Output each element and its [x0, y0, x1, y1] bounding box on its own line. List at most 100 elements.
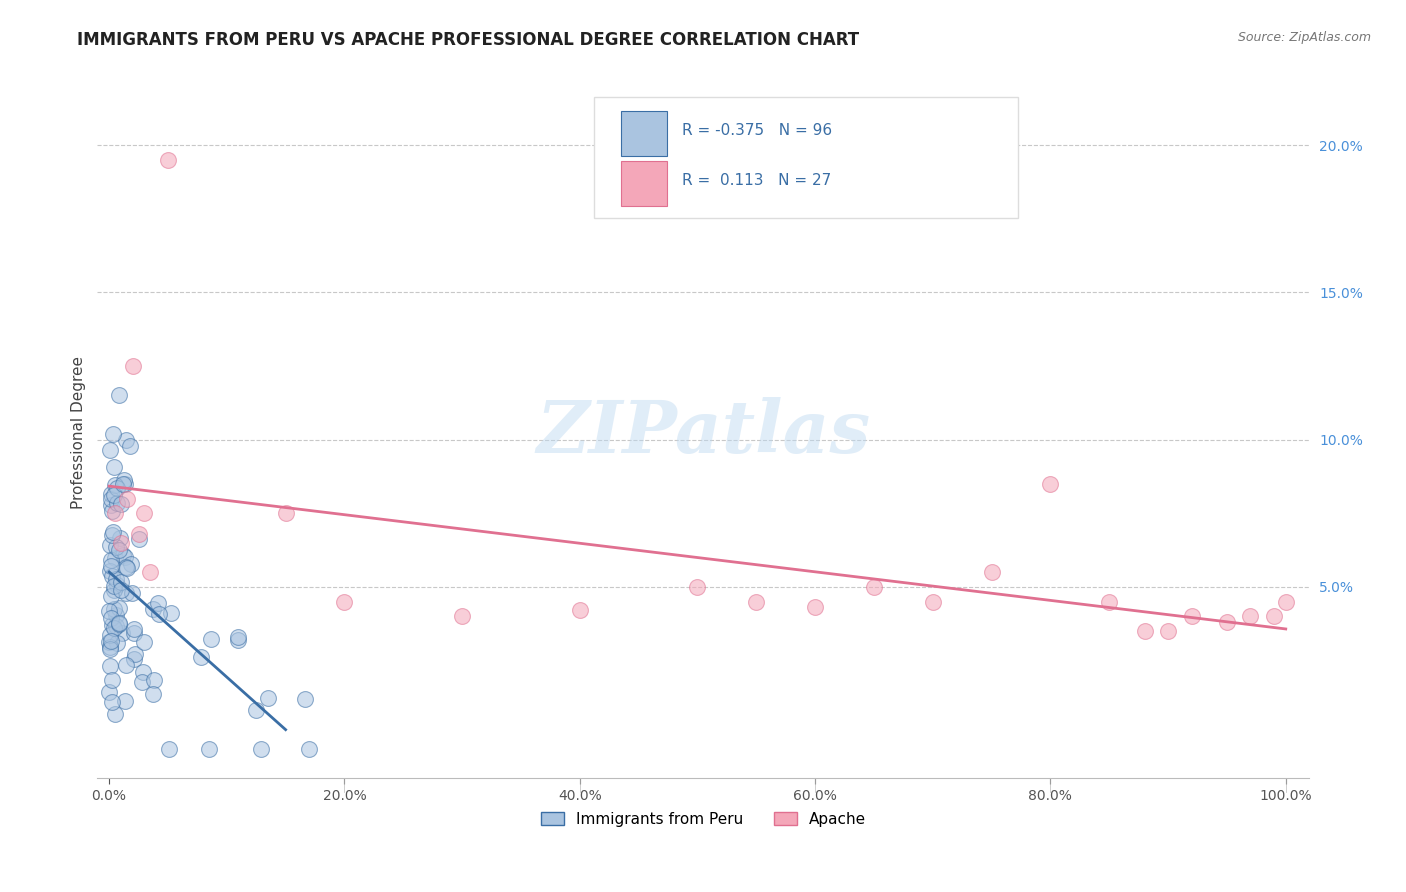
Point [226, 630, 249, 644]
Point [104, 550, 127, 565]
Point [121, 359, 143, 373]
Point [124, 647, 146, 661]
Point [101, 503, 124, 517]
Point [103, 582, 125, 597]
Point [686, 580, 709, 594]
Point [128, 527, 150, 541]
Point [100, 487, 122, 501]
Point [274, 506, 297, 520]
Point [105, 496, 128, 510]
Point [98, 641, 121, 656]
Point [256, 690, 278, 705]
Point [101, 673, 124, 688]
Point [110, 497, 132, 511]
Point [101, 617, 124, 632]
Point [1216, 615, 1239, 630]
Point [98, 538, 121, 552]
Point [112, 476, 135, 491]
Point [863, 580, 886, 594]
Point [98, 640, 121, 654]
Point [100, 559, 122, 574]
Point [249, 741, 271, 756]
FancyBboxPatch shape [595, 96, 1018, 218]
Point [131, 674, 153, 689]
Point [921, 594, 943, 608]
Point [101, 426, 124, 441]
Point [105, 540, 128, 554]
Point [115, 561, 138, 575]
Point [112, 473, 135, 487]
Point [142, 673, 165, 688]
Point [568, 603, 591, 617]
Point [160, 607, 183, 621]
Point [98, 564, 121, 578]
Point [1133, 624, 1156, 638]
Point [1263, 609, 1285, 624]
Point [105, 481, 128, 495]
Point [148, 607, 170, 622]
Point [104, 478, 127, 492]
Point [451, 609, 474, 624]
Point [107, 542, 129, 557]
Point [114, 550, 136, 565]
Bar [621, 111, 666, 155]
Point [122, 626, 145, 640]
Point [142, 687, 165, 701]
Point [115, 491, 138, 506]
Point [108, 601, 131, 615]
Text: IMMIGRANTS FROM PERU VS APACHE PROFESSIONAL DEGREE CORRELATION CHART: IMMIGRANTS FROM PERU VS APACHE PROFESSIO… [77, 31, 859, 49]
Point [98, 659, 121, 673]
Point [1239, 609, 1261, 624]
Point [98, 635, 121, 649]
Point [101, 525, 124, 540]
Point [105, 572, 128, 586]
Point [105, 578, 128, 592]
Point [200, 632, 222, 647]
Point [103, 579, 125, 593]
Point [121, 586, 143, 600]
Y-axis label: Professional Degree: Professional Degree [72, 356, 86, 508]
Point [157, 741, 180, 756]
Point [114, 694, 136, 708]
Point [103, 602, 125, 616]
Point [100, 611, 122, 625]
Point [114, 476, 136, 491]
Point [104, 706, 127, 721]
Text: ZIPatlas: ZIPatlas [536, 397, 870, 467]
Point [1039, 476, 1062, 491]
Point [745, 594, 768, 608]
Text: R =  0.113   N = 27: R = 0.113 N = 27 [682, 173, 831, 188]
Point [103, 622, 125, 636]
Point [110, 535, 132, 549]
Point [98, 628, 121, 642]
Point [100, 569, 122, 583]
Point [110, 583, 132, 598]
Point [105, 636, 128, 650]
Point [115, 657, 138, 672]
Point [1274, 594, 1296, 608]
Point [132, 665, 155, 679]
Point [100, 634, 122, 648]
Point [110, 574, 132, 589]
Point [98, 604, 121, 618]
Point [111, 625, 134, 640]
Point [100, 498, 122, 512]
Point [100, 589, 122, 603]
Point [1181, 609, 1204, 624]
Point [804, 600, 827, 615]
Point [197, 741, 219, 756]
Point [142, 602, 165, 616]
Point [1098, 594, 1121, 608]
Point [128, 532, 150, 546]
Legend: Immigrants from Peru, Apache: Immigrants from Peru, Apache [534, 805, 872, 833]
Point [980, 565, 1002, 579]
Point [122, 651, 145, 665]
Point [134, 635, 156, 649]
Text: R = -0.375   N = 96: R = -0.375 N = 96 [682, 123, 831, 138]
Point [107, 388, 129, 402]
Point [190, 649, 212, 664]
Bar [621, 161, 666, 206]
Point [115, 560, 138, 574]
Point [98, 684, 121, 698]
Point [103, 488, 125, 502]
